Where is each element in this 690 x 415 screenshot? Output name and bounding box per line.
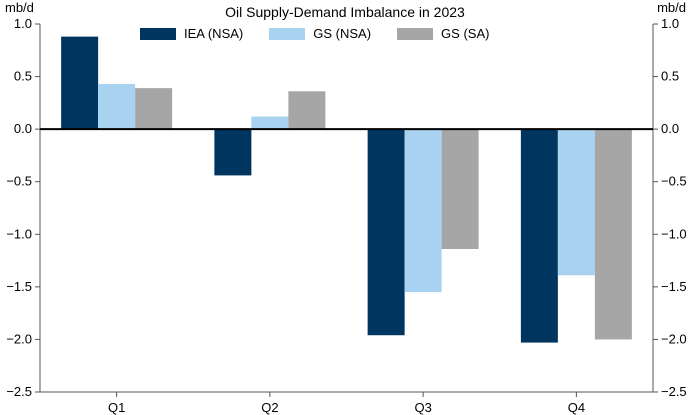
chart-title: Oil Supply-Demand Imbalance in 2023 bbox=[225, 4, 465, 20]
y-tick-label-left: 1.0 bbox=[14, 16, 32, 31]
y-tick-label-right: 1.0 bbox=[661, 16, 679, 31]
x-tick-label-q4: Q4 bbox=[568, 400, 585, 415]
legend-swatch-gs-sa bbox=[397, 27, 434, 40]
legend-item-gs-nsa: GS (NSA) bbox=[269, 26, 371, 41]
bar-iea-nsa-q3 bbox=[367, 129, 405, 336]
bar-iea-nsa-q1 bbox=[61, 36, 99, 130]
bar-gs-nsa-q4 bbox=[557, 129, 595, 276]
legend-label-gs-sa: GS (SA) bbox=[441, 26, 490, 41]
legend-swatch-gs-nsa bbox=[269, 27, 306, 40]
y-tick-label-right: −0.5 bbox=[661, 174, 687, 189]
y-tick-label-right: 0.5 bbox=[661, 69, 679, 84]
legend: IEA (NSA) GS (NSA) GS (SA) bbox=[140, 26, 515, 41]
legend-label-gs-nsa: GS (NSA) bbox=[313, 26, 372, 41]
y-tick-label-left: 0.0 bbox=[14, 121, 32, 136]
bar-gs-nsa-q1 bbox=[98, 83, 136, 130]
y-tick-label-right: 0.0 bbox=[661, 121, 679, 136]
y-tick-label-left: −1.5 bbox=[6, 279, 32, 294]
y-tick-label-left: −2.0 bbox=[6, 331, 32, 346]
legend-swatch-iea-nsa bbox=[140, 27, 176, 40]
y-tick-label-right: −1.0 bbox=[661, 226, 687, 241]
y-tick-label-left: 0.5 bbox=[14, 69, 32, 84]
x-tick-label-q3: Q3 bbox=[414, 400, 431, 415]
y-tick-label-right: −2.5 bbox=[661, 384, 687, 399]
y-axis-unit-left: mb/d bbox=[5, 0, 34, 15]
y-tick-label-left: −0.5 bbox=[6, 174, 32, 189]
y-axis-unit-right: mb/d bbox=[657, 0, 686, 15]
legend-label-iea-nsa: IEA (NSA) bbox=[184, 26, 244, 41]
legend-item-gs-sa: GS (SA) bbox=[397, 26, 489, 41]
bar-gs-nsa-q2 bbox=[251, 116, 289, 130]
y-tick-label-left: −2.5 bbox=[6, 384, 32, 399]
y-tick-label-right: −2.0 bbox=[661, 331, 687, 346]
bar-gs-sa-q4 bbox=[594, 129, 632, 340]
bar-gs-nsa-q3 bbox=[404, 129, 442, 293]
bar-gs-sa-q2 bbox=[288, 91, 326, 130]
bar-iea-nsa-q2 bbox=[214, 129, 252, 176]
bar-gs-sa-q1 bbox=[135, 88, 173, 130]
y-tick-label-left: −1.0 bbox=[6, 226, 32, 241]
bar-gs-sa-q3 bbox=[441, 129, 479, 250]
legend-item-iea-nsa: IEA (NSA) bbox=[140, 26, 243, 41]
x-tick-label-q1: Q1 bbox=[108, 400, 125, 415]
x-tick-label-q2: Q2 bbox=[261, 400, 278, 415]
y-tick-label-right: −1.5 bbox=[661, 279, 687, 294]
bar-iea-nsa-q4 bbox=[520, 129, 558, 343]
